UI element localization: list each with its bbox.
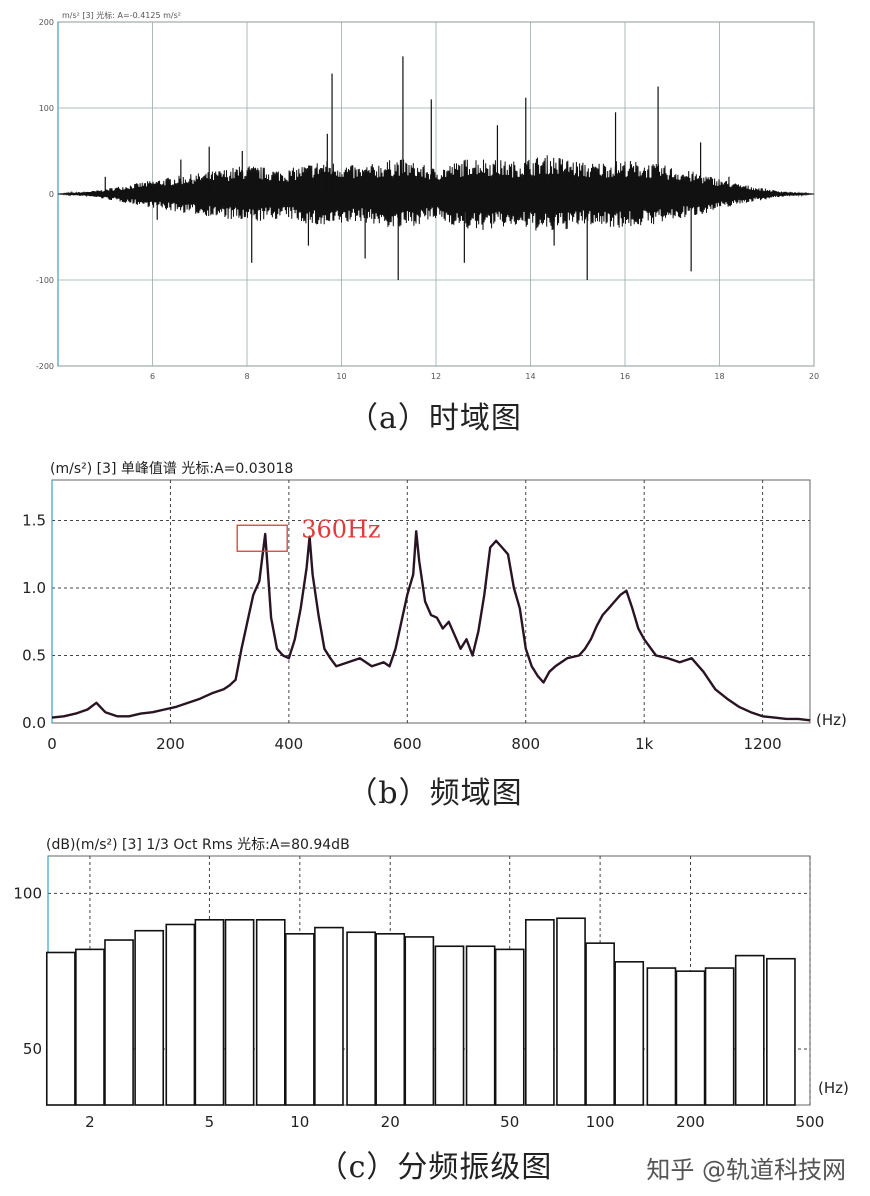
plot-frame [51, 479, 811, 724]
caption-frequency-domain: （b）频域图 [347, 776, 523, 811]
watermark: 知乎 @轨道科技网 [646, 1156, 846, 1184]
octave-bar [524, 919, 555, 1106]
octave-bar [45, 951, 76, 1106]
octave-bar [314, 926, 344, 1106]
y-tick-label: 1.5 [22, 512, 46, 530]
annotation-box [236, 524, 288, 552]
x-tick-label: 18 [714, 372, 724, 381]
caption-octave-band: （c）分频振级图 [317, 1150, 553, 1185]
octave-bar [556, 917, 586, 1106]
frequency-domain-panel: 0 200 400 600 800 1k 1200 0.0 0.5 1.0 1.5 (Hz) (m/s²… [0, 455, 870, 765]
octave-bar [646, 967, 677, 1106]
octave-bar [404, 936, 435, 1106]
x-tick-label: 8 [244, 372, 249, 381]
octave-bar [104, 939, 134, 1106]
x-axis-unit: (Hz) [818, 1079, 849, 1097]
x-tick-label: 10 [336, 372, 346, 381]
x-tick-label: 1200 [744, 735, 782, 753]
octave-bar [346, 931, 376, 1106]
x-tick-label: 14 [525, 372, 535, 381]
octave-bar [134, 929, 165, 1106]
x-tick-label: 5 [205, 1113, 215, 1131]
y-tick-label: -100 [36, 276, 54, 285]
x-tick-label: 2 [85, 1113, 95, 1131]
x-tick-label: 20 [809, 372, 819, 381]
x-tick-label: 200 [676, 1113, 705, 1131]
frequency-domain-chart: 0 200 400 600 800 1k 1200 0.0 0.5 1.0 1.5 (Hz) (m/s²… [22, 461, 847, 753]
x-tick-label: 12 [431, 372, 441, 381]
octave-bar [766, 957, 796, 1106]
x-tick-label: 0 [47, 735, 57, 753]
octave-bar [284, 933, 315, 1106]
octave-bar [375, 933, 406, 1106]
octave-bar [585, 942, 615, 1106]
octave-bar [75, 948, 105, 1106]
octave-bar [734, 954, 765, 1106]
y-tick-label: 100 [39, 104, 54, 113]
time-domain-chart: 6 8 10 12 14 16 18 20 200 100 0 -100 -200 m/s² [3] 光标… [36, 10, 819, 381]
octave-bar [224, 919, 255, 1106]
octave-bar [165, 923, 196, 1106]
caption-time-domain: （a）时域图 [348, 401, 522, 436]
octave-band-panel: 2 5 10 20 50 100 200 500 100 50 (Hz) (dB)(m/s²) [3]… [0, 828, 870, 1131]
time-domain-panel: 6 8 10 12 14 16 18 20 200 100 0 -100 -200 m/s² [3] 光标… [0, 0, 870, 390]
x-tick-label: 20 [381, 1113, 400, 1131]
octave-bar [614, 961, 645, 1106]
spectrum-line [51, 530, 811, 722]
y-tick-label: 200 [39, 18, 54, 27]
x-tick-label: 500 [796, 1113, 825, 1131]
x-tick-label: 200 [156, 735, 185, 753]
y-tick-label: 100 [13, 884, 42, 902]
x-tick-label: 16 [620, 372, 630, 381]
signal-waveform [58, 155, 814, 231]
x-axis-unit: (Hz) [816, 711, 847, 729]
octave-band-chart: 2 5 10 20 50 100 200 500 100 50 (Hz) (dB)(m/s²) [3]… [13, 837, 849, 1131]
x-tick-label: 600 [393, 735, 422, 753]
octave-bar [434, 945, 465, 1106]
y-tick-label: -200 [36, 362, 54, 371]
y-tick-label: 0.5 [22, 647, 46, 665]
y-tick-label: 50 [23, 1040, 42, 1058]
y-tick-label: 1.0 [22, 579, 46, 597]
x-tick-label: 100 [586, 1113, 615, 1131]
x-tick-label: 10 [290, 1113, 309, 1131]
chart-header: (dB)(m/s²) [3] 1/3 Oct Rms 光标:A=80.94dB [46, 837, 350, 853]
octave-bar [494, 948, 525, 1106]
octave-bar [675, 970, 706, 1106]
x-tick-label: 400 [275, 735, 304, 753]
octave-bar [255, 919, 286, 1106]
x-tick-label: 800 [511, 735, 540, 753]
x-tick-label: 50 [500, 1113, 519, 1131]
y-tick-label: 0 [49, 190, 54, 199]
octave-bar [194, 919, 225, 1106]
y-tick-label: 0.0 [22, 714, 46, 732]
x-tick-label: 1k [635, 735, 654, 753]
chart-header: m/s² [3] 光标: A=-0.4125 m/s² [62, 10, 181, 20]
chart-header: (m/s²) [3] 单峰值谱 光标:A=0.03018 [50, 461, 293, 477]
octave-bar [704, 967, 735, 1106]
annotation-label: 360Hz [301, 515, 380, 543]
x-tick-label: 6 [150, 372, 155, 381]
octave-bar [465, 945, 496, 1106]
